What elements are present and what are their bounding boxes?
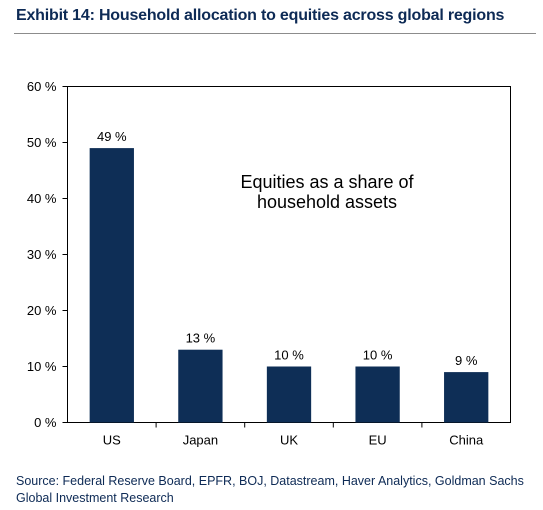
y-tick-label: 30 % <box>27 247 57 262</box>
data-label-china: 9 % <box>455 353 478 368</box>
x-axis: US Japan UK EU China <box>103 422 484 448</box>
data-label-uk: 10 % <box>274 348 304 363</box>
chart-title: Exhibit 14: Household allocation to equi… <box>16 7 505 24</box>
data-label-us: 49 % <box>97 129 127 144</box>
y-tick-label: 60 % <box>27 79 57 94</box>
x-tick-label-eu: EU <box>369 433 387 448</box>
title-divider <box>14 33 536 34</box>
annotation-line-1: Equities as a share of <box>240 172 414 192</box>
bar-china <box>444 372 489 423</box>
source-note: Source: Federal Reserve Board, EPFR, BOJ… <box>16 474 524 505</box>
y-tick-label: 10 % <box>27 359 57 374</box>
bar-chart: 0 % 10 % 20 % 30 % 40 % 50 % 60 % 49 % 13 % 10 %… <box>27 79 511 448</box>
y-tick-label: 0 % <box>34 415 57 430</box>
y-tick-label: 40 % <box>27 191 57 206</box>
bar-japan <box>178 349 223 423</box>
annotation-line-2: household assets <box>257 192 397 212</box>
data-label-eu: 10 % <box>363 348 393 363</box>
bar-eu <box>355 366 400 423</box>
x-tick-label-us: US <box>103 433 121 448</box>
x-tick-label-japan: Japan <box>183 433 218 448</box>
bars: 49 % 13 % 10 % 10 % 9 % <box>89 129 489 423</box>
data-label-japan: 13 % <box>186 331 216 346</box>
y-tick-label: 50 % <box>27 135 57 150</box>
x-tick-label-uk: UK <box>280 433 298 448</box>
bar-uk <box>266 366 312 423</box>
y-tick-label: 20 % <box>27 303 57 318</box>
bar-us <box>89 148 134 423</box>
x-tick-label-china: China <box>449 433 484 448</box>
y-axis: 0 % 10 % 20 % 30 % 40 % 50 % 60 % <box>27 79 68 430</box>
